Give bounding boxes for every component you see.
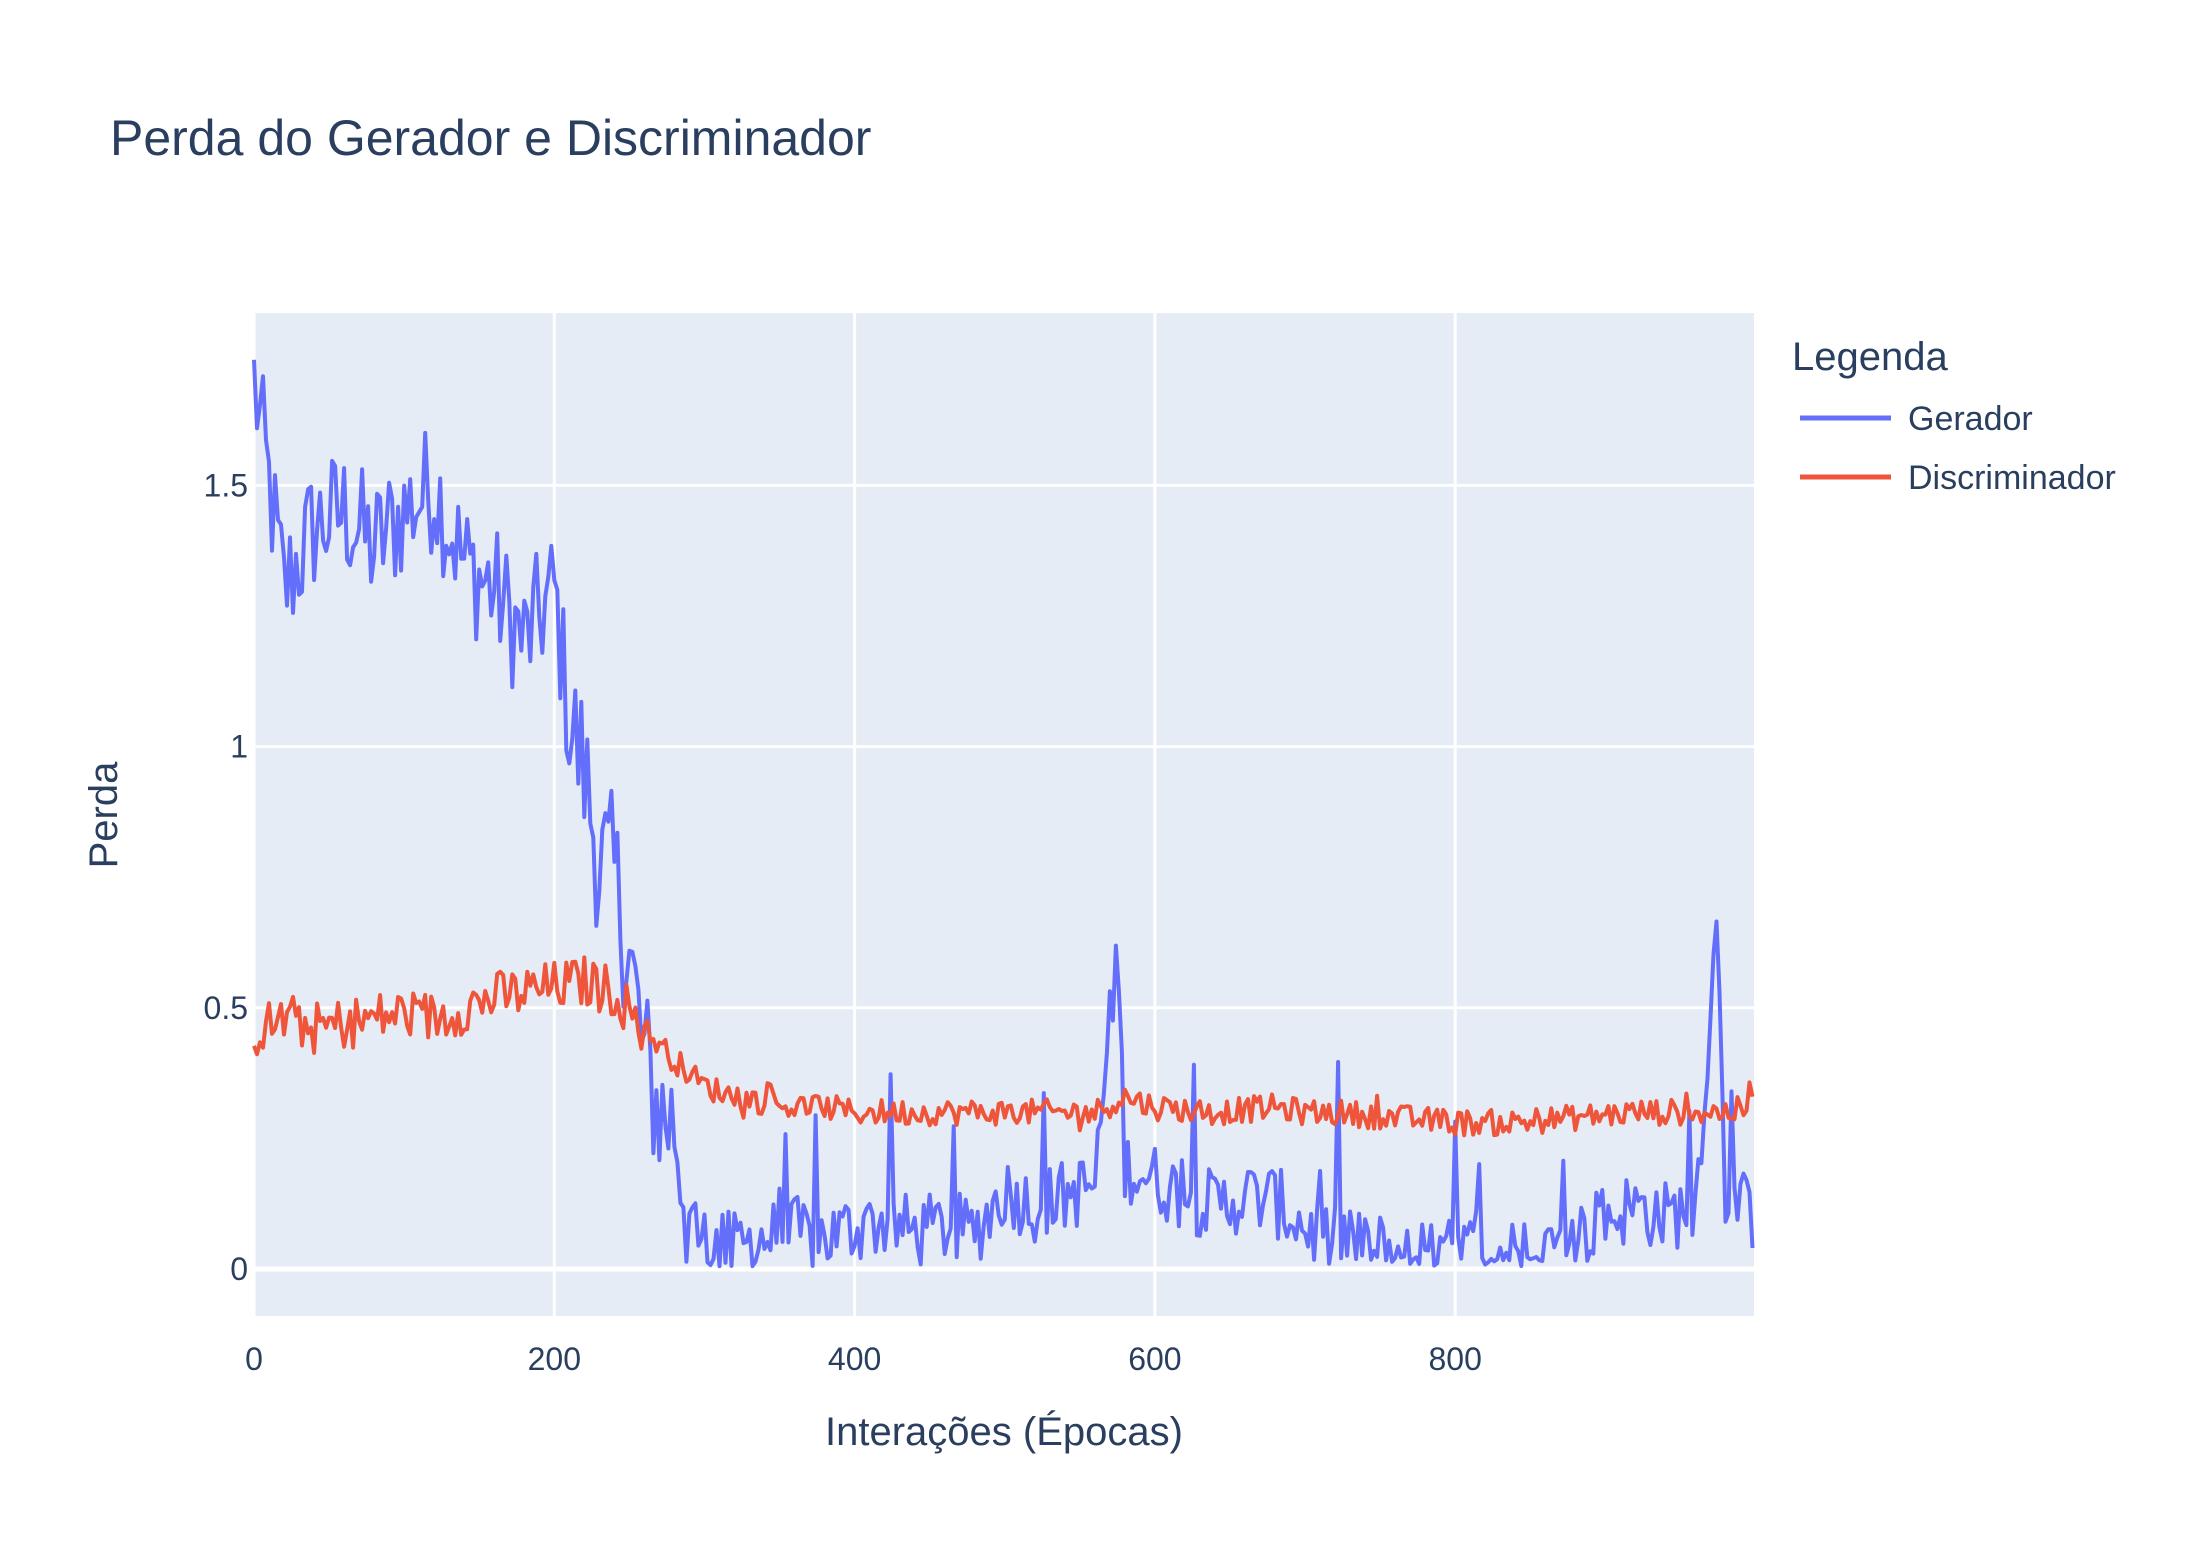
y-tick-label: 0.5	[204, 990, 248, 1026]
legend: Legenda Gerador Discriminador	[1792, 335, 2116, 497]
x-tick-label: 800	[1429, 1341, 1482, 1377]
legend-label: Discriminador	[1908, 459, 2116, 497]
legend-label: Gerador	[1908, 400, 2033, 438]
y-axis-title: Perda	[82, 761, 126, 868]
x-axis-title: Interações (Épocas)	[825, 1409, 1183, 1454]
plot-area	[254, 313, 1754, 1316]
series-lines	[252, 359, 1755, 1269]
x-axis-ticks: 0 200 400 600 800	[245, 1341, 1482, 1377]
x-tick-label: 600	[1128, 1341, 1181, 1377]
x-tick-label: 0	[245, 1341, 263, 1377]
x-tick-label: 400	[828, 1341, 881, 1377]
y-tick-label: 0	[230, 1251, 248, 1287]
legend-title: Legenda	[1792, 335, 1948, 379]
chart-title: Perda do Gerador e Discriminador	[110, 110, 871, 166]
y-tick-label: 1.5	[204, 467, 248, 503]
series-line-discriminador	[252, 955, 1755, 1138]
series-line-gerador	[252, 359, 1755, 1269]
y-tick-label: 1	[230, 729, 248, 765]
grid-lines	[252, 313, 1754, 1316]
x-tick-label: 200	[528, 1341, 581, 1377]
y-axis-ticks: 0 0.5 1 1.5	[204, 467, 248, 1287]
